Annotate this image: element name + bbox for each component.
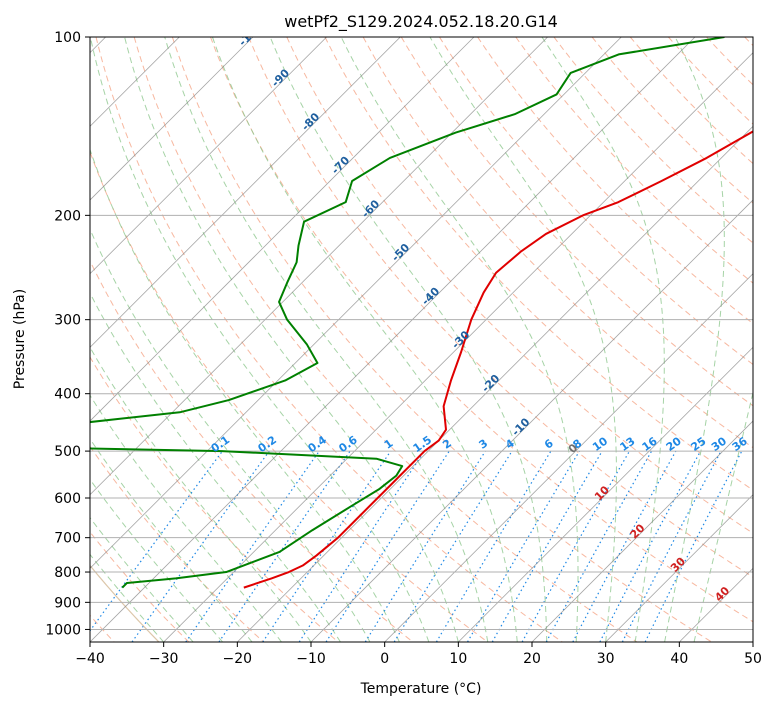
- dry-adiabat-line: [90, 150, 488, 642]
- moist-adiabat-line: [211, 37, 518, 642]
- isotherm-lines: [90, 37, 753, 642]
- sounding-profiles: [90, 37, 753, 589]
- y-tick-label: 400: [54, 387, 81, 403]
- moist-adiabat-line: [541, 37, 665, 642]
- x-tick-label: 20: [523, 651, 541, 667]
- dry-adiabat-line: [133, 37, 638, 642]
- temperature-profile-line: [243, 130, 753, 589]
- dry-adiabat-line: [439, 37, 753, 366]
- moist-adiabat-line: [90, 478, 223, 642]
- mixing-ratio-line: [435, 450, 552, 642]
- dewpoint-profile-line: [90, 37, 725, 589]
- moist-adiabat-line: [90, 228, 371, 642]
- moist-adiabat-line: [693, 390, 753, 642]
- y-axis-label: Pressure (hPa): [12, 289, 28, 389]
- isotherm-line: [384, 273, 753, 642]
- plot-frame: [89, 36, 754, 643]
- chart-title: wetPf2_S129.2024.052.18.20.G14: [284, 12, 558, 32]
- x-tick-label: −40: [75, 651, 105, 667]
- isotherm-line: [90, 37, 696, 642]
- dry-adiabat-line: [171, 37, 712, 642]
- isotherm-line: [90, 37, 622, 569]
- mixing-ratio-line: [131, 450, 270, 642]
- isotherm-label: -100: [236, 20, 265, 49]
- x-axis-label: Temperature (°C): [360, 681, 482, 697]
- isotherm-line: [90, 37, 548, 496]
- mixing-ratio-line: [325, 450, 450, 642]
- y-tick-label: 900: [54, 595, 81, 611]
- y-tick-label: 500: [54, 444, 81, 460]
- moist-adiabat-line: [90, 394, 282, 642]
- mixing-ratio-line: [599, 450, 702, 642]
- isotherm-line: [90, 37, 327, 275]
- reference-curve: [90, 564, 160, 642]
- isotherm-line: [163, 52, 753, 642]
- x-tick-label: −30: [149, 651, 179, 667]
- x-tick-label: −20: [223, 651, 253, 667]
- dry-adiabat-line: [90, 445, 264, 642]
- dry-adiabat-line: [248, 37, 753, 578]
- y-tick-label: 800: [54, 565, 81, 581]
- x-tick-label: 40: [670, 651, 688, 667]
- x-tick-label: 50: [744, 651, 762, 667]
- isotherm-line: [531, 420, 753, 642]
- y-tick-label: 300: [54, 313, 81, 329]
- dry-adiabat-line: [477, 37, 753, 325]
- x-tick-label: 0: [380, 651, 389, 667]
- isotherm-line: [605, 494, 753, 642]
- y-tick-label: 100: [54, 30, 81, 46]
- y-tick-label: 700: [54, 531, 81, 547]
- mixing-ratio-line: [262, 450, 392, 642]
- moist-adiabat-line: [90, 516, 194, 642]
- moist-adiabat-line: [124, 37, 459, 642]
- dry-adiabat-line: [210, 37, 753, 623]
- isotherm-line: [310, 199, 753, 642]
- isotherm-line: [90, 37, 254, 201]
- moist-adiabat-line: [664, 37, 725, 642]
- moist-adiabat-line: [340, 37, 579, 642]
- x-tick-label: −10: [296, 651, 326, 667]
- y-tick-label: 600: [54, 491, 81, 507]
- dry-adiabat-line: [324, 37, 753, 491]
- isobar-gridlines: [90, 37, 753, 630]
- mixing-ratio-line: [218, 450, 351, 642]
- moist-adiabat-line: [429, 37, 617, 642]
- reference-curves: [90, 564, 160, 642]
- mixing-ratio-line: [298, 450, 425, 642]
- y-tick-label: 1000: [45, 622, 81, 638]
- moist-adiabat-line: [90, 148, 400, 642]
- moist-adiabat-line: [90, 438, 253, 642]
- x-tick-label: 10: [449, 651, 467, 667]
- isotherm-line: [90, 37, 475, 422]
- y-axis: 100 200 300 400 500 600 700 800 900 1000: [45, 30, 90, 638]
- x-axis: −40 −30 −20 −10 0 10 20 30 40 50: [75, 642, 762, 667]
- isotherm-line: [90, 37, 401, 348]
- mixing-ratio-line: [466, 450, 580, 642]
- moist-adiabat-line: [90, 37, 430, 642]
- dry-adiabat-line: [95, 37, 563, 642]
- dry-adiabat-line: [90, 356, 339, 642]
- x-tick-label: 30: [597, 651, 615, 667]
- mixing-ratio-line: [185, 450, 320, 642]
- y-tick-label: 200: [54, 208, 81, 224]
- moist-adiabat-line: [269, 37, 548, 642]
- mixing-ratio-line: [364, 450, 486, 642]
- mixing-ratio-line: [572, 450, 677, 642]
- isotherm-line: [458, 346, 753, 642]
- moist-adiabat-line: [164, 37, 489, 642]
- dry-adiabats: [90, 37, 753, 642]
- moist-adiabat-line: [90, 291, 341, 642]
- moist-adiabat-line: [90, 553, 165, 642]
